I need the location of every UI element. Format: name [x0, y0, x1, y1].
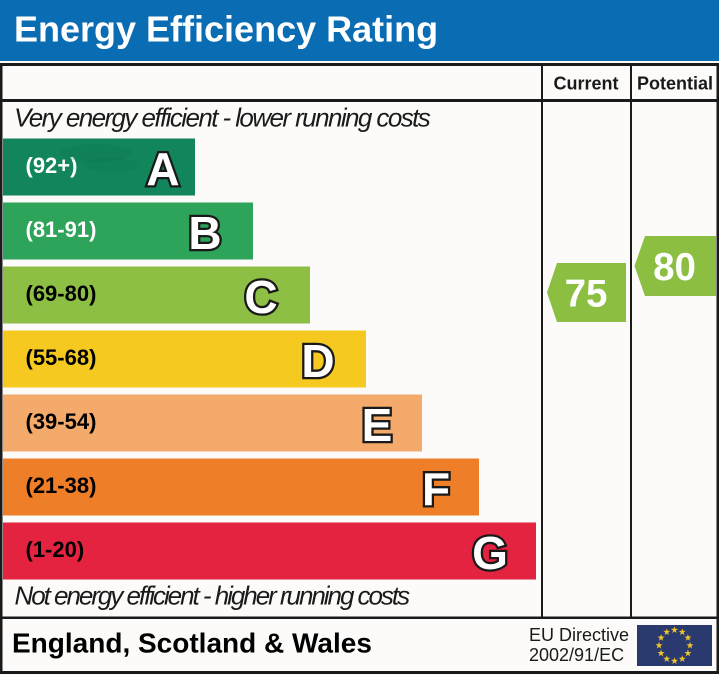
svg-text:Energy Efficiency Rating: Energy Efficiency Rating	[14, 9, 438, 50]
svg-text:EU Directive: EU Directive	[529, 625, 629, 645]
svg-text:G: G	[472, 527, 508, 579]
svg-text:F: F	[422, 463, 450, 515]
svg-text:Not energy efficient - higher: Not energy efficient - higher running co…	[15, 581, 411, 611]
svg-text:(55-68): (55-68)	[26, 345, 97, 370]
svg-text:(1-20): (1-20)	[26, 537, 85, 562]
svg-text:(92+): (92+)	[26, 153, 78, 178]
svg-text:England, Scotland & Wales: England, Scotland & Wales	[12, 628, 372, 659]
svg-text:75: 75	[565, 273, 608, 316]
svg-text:E: E	[362, 399, 393, 451]
svg-text:D: D	[301, 335, 334, 387]
svg-text:Potential: Potential	[637, 74, 713, 94]
svg-text:C: C	[244, 271, 277, 323]
svg-text:80: 80	[653, 246, 696, 289]
svg-text:(69-80): (69-80)	[26, 281, 97, 306]
svg-text:Very energy efficient - lower: Very energy efficient - lower running co…	[14, 103, 431, 133]
svg-text:(39-54): (39-54)	[26, 409, 97, 434]
svg-text:2002/91/EC: 2002/91/EC	[529, 645, 624, 665]
svg-text:B: B	[188, 207, 221, 259]
svg-text:(21-38): (21-38)	[26, 473, 97, 498]
svg-text:Current: Current	[553, 74, 618, 94]
svg-text:A: A	[146, 143, 179, 195]
svg-text:(81-91): (81-91)	[26, 217, 97, 242]
